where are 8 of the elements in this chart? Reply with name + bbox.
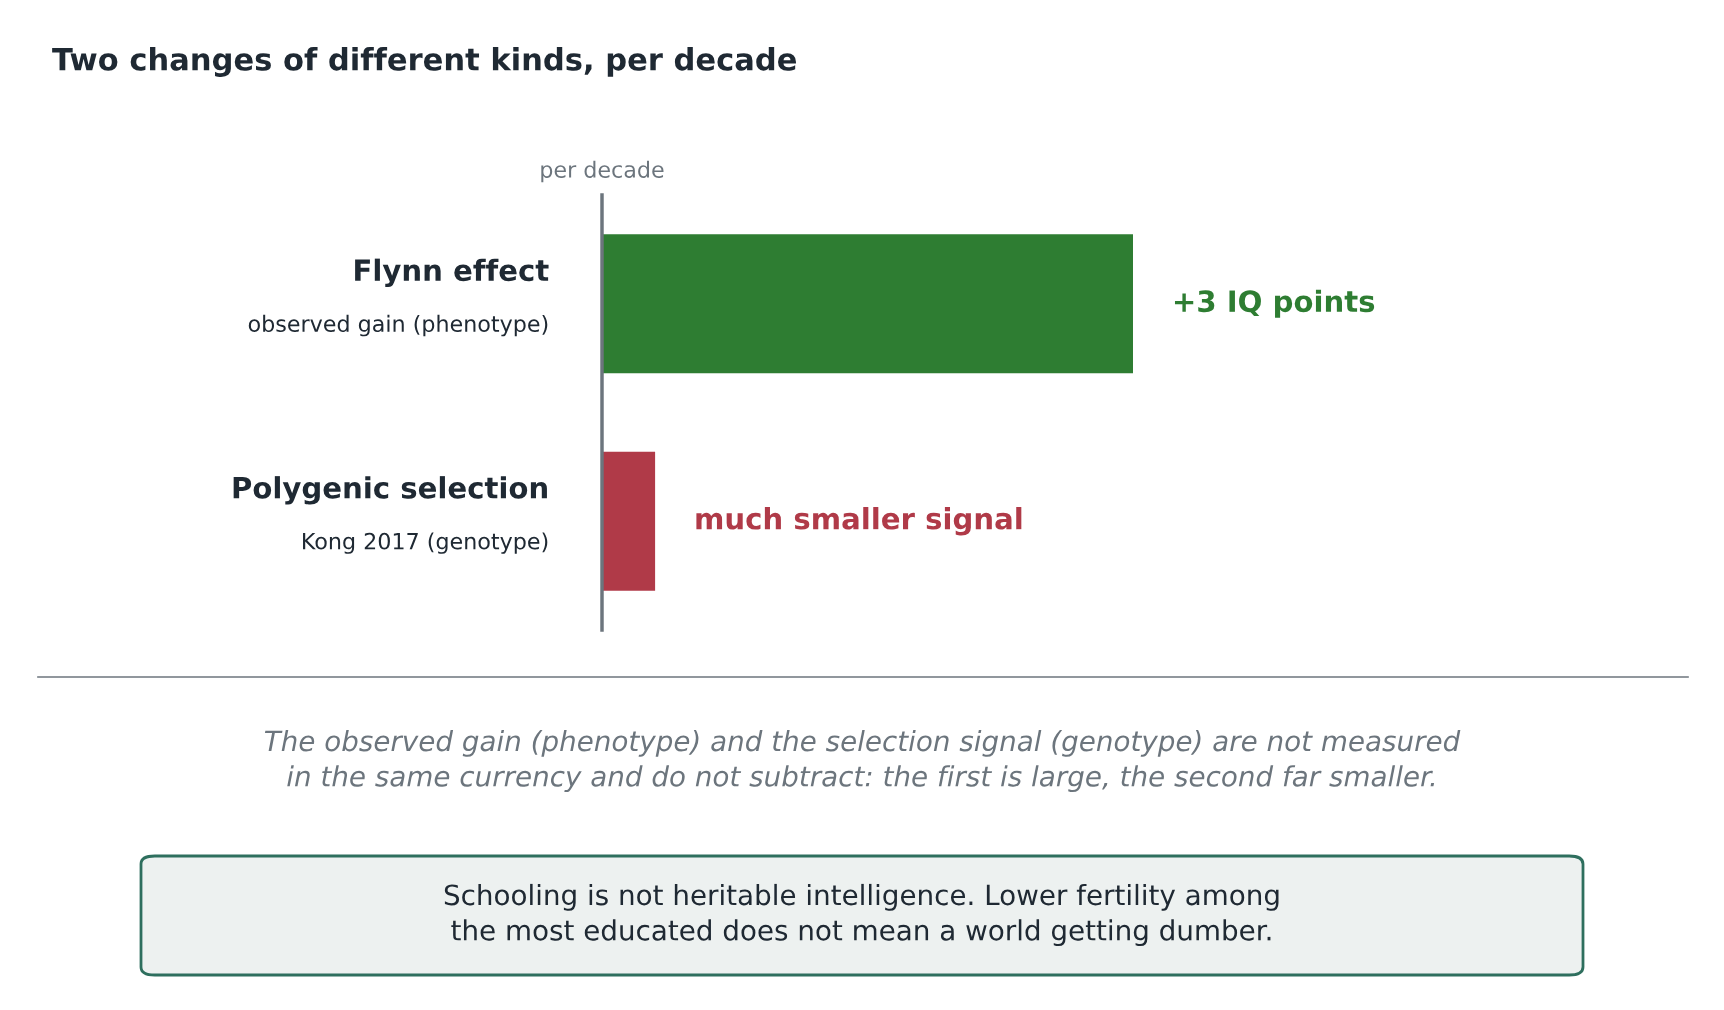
text: Schooling is not heritable intelligence. Lower fertility among the most educated does not mean a world getting dumber. [444,883,1279,947]
data-label: much smaller signal [696,507,1022,536]
text: The observed gain (phenotype) and the selection signal (genotype) are not measured in the same currency and do not subtract: the first is large, the second far smaller. [264,729,1461,793]
data-label: +3 IQ points [1174,289,1375,318]
y-tick-label: Polygenic selection Kong 2017 (genotype) [233,476,548,554]
chart-title: Two changes of different kinds, per decade [52,47,796,77]
x-axis-title: per decade [541,160,664,183]
y-tick-label: Flynn effect observed gain (phenotype) [248,258,549,337]
